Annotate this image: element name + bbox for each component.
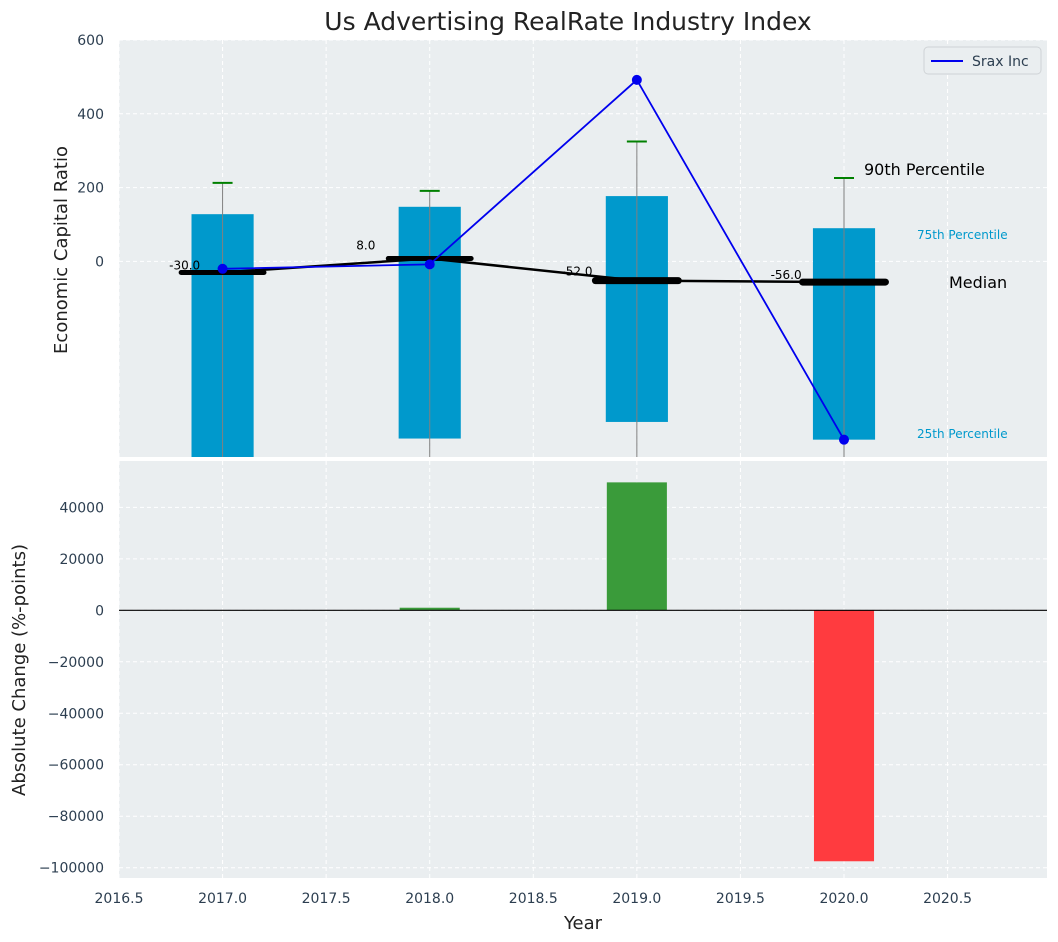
bottom-y-tick-label: −100000 (39, 861, 104, 877)
annotation-25th-percentile: 25th Percentile (917, 427, 1008, 441)
srax-point-2018 (424, 259, 435, 270)
change-bar-2020 (813, 610, 875, 862)
median-value-label-2018: 8.0 (356, 238, 375, 252)
srax-point-2019 (631, 74, 642, 85)
legend-box (923, 46, 1042, 75)
top-plot-area (119, 40, 1047, 457)
bottom-y-tick-labels: −100000 −80000 −60000 −40000 −20000 0 20000 400… (39, 500, 104, 876)
bottom-y-tick-label: 40000 (59, 500, 104, 516)
top-grid (118, 39, 1047, 457)
annotation-90th-percentile: 90th Percentile (864, 160, 985, 179)
x-tick-label: 2017.5 (302, 891, 351, 907)
bottom-marks (119, 482, 1047, 862)
x-tick-labels: 2016.5 2017.0 2017.5 2018.0 2018.5 2019.0 2019… (95, 891, 973, 907)
bottom-y-tick-label: 0 (95, 603, 104, 619)
srax-point-2020 (839, 434, 849, 445)
bottom-y-tick-label: −80000 (48, 809, 104, 825)
x-tick-label: 2020.5 (923, 891, 972, 907)
legend: Srax Inc (923, 46, 1042, 75)
top-y-tick-label: 600 (77, 33, 104, 49)
srax-line (222, 78, 845, 441)
median-value-label-2020: -56.0 (771, 268, 802, 282)
annotation-75th-percentile: 75th Percentile (917, 228, 1008, 242)
median-value-label-2019: -52.0 (561, 265, 592, 279)
srax-point-2017 (217, 263, 228, 274)
annotation-median: Median (949, 273, 1007, 292)
bottom-y-tick-label: −40000 (48, 706, 104, 722)
x-tick-label: 2018.0 (405, 891, 454, 907)
x-tick-label: 2019.0 (612, 891, 661, 907)
change-bar-2018 (399, 607, 460, 611)
top-y-tick-labels: 0 200 400 600 (77, 33, 104, 270)
x-tick-label: 2019.5 (716, 891, 765, 907)
bottom-y-tick-label: −60000 (48, 758, 104, 774)
top-y-tick-label: 0 (95, 254, 104, 270)
change-bar-2019 (606, 482, 667, 611)
x-axis-label: Year (563, 913, 603, 934)
median-value-label-2017: -30.0 (169, 258, 200, 272)
legend-label-srax: Srax Inc (972, 54, 1029, 70)
chart-title: Us Advertising RealRate Industry Index (324, 7, 811, 36)
top-y-tick-label: 200 (77, 181, 104, 197)
top-marks: -30.0 8.0 -52.0 -56.0 (169, 74, 889, 457)
top-y-tick-label: 400 (77, 107, 104, 123)
bottom-y-tick-label: −20000 (48, 655, 104, 671)
median-line (222, 257, 845, 284)
top-y-axis-label: Economic Capital Ratio (51, 146, 72, 354)
x-tick-label: 2016.5 (95, 891, 144, 907)
bottom-y-axis-label: Absolute Change (%-points) (9, 544, 30, 796)
x-tick-label: 2018.5 (509, 891, 558, 907)
x-tick-label: 2017.0 (198, 891, 247, 907)
bottom-y-tick-label: 20000 (59, 552, 104, 568)
bottom-plot-area (119, 461, 1047, 878)
x-tick-label: 2020.0 (820, 891, 869, 907)
